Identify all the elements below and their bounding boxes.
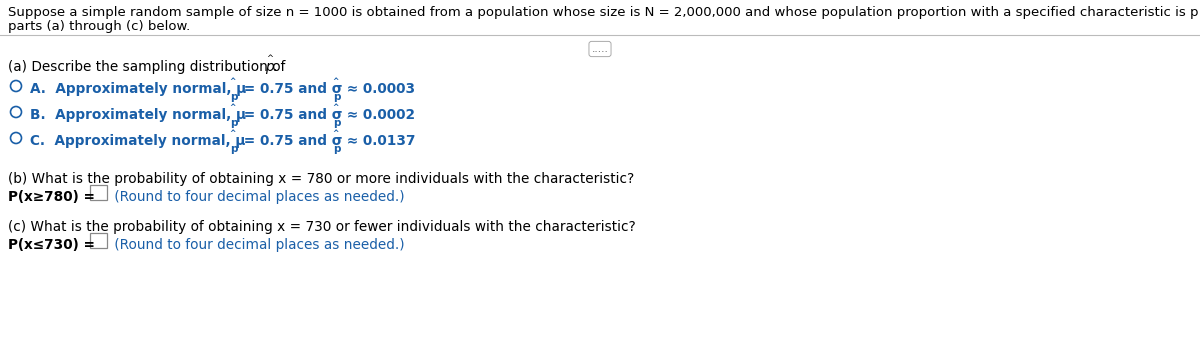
Text: p: p	[230, 118, 238, 128]
Text: = 0.75 and σ: = 0.75 and σ	[239, 82, 342, 96]
Text: (b) What is the probability of obtaining x = 780 or more individuals with the ch: (b) What is the probability of obtaining…	[8, 172, 635, 186]
Text: .: .	[274, 60, 277, 74]
Text: (Round to four decimal places as needed.): (Round to four decimal places as needed.…	[110, 190, 404, 204]
Text: p: p	[334, 92, 341, 102]
Text: ^: ^	[229, 77, 235, 86]
Text: A.  Approximately normal, μ: A. Approximately normal, μ	[30, 82, 246, 96]
Text: P(x≤730) =: P(x≤730) =	[8, 238, 95, 252]
FancyBboxPatch shape	[90, 185, 107, 199]
Text: C.  Approximately normal, μ: C. Approximately normal, μ	[30, 134, 245, 148]
Text: ^: ^	[332, 129, 338, 138]
Text: B.  Approximately normal, μ: B. Approximately normal, μ	[30, 108, 246, 122]
Text: p: p	[230, 92, 238, 102]
Text: Suppose a simple random sample of size n = 1000 is obtained from a population wh: Suppose a simple random sample of size n…	[8, 6, 1200, 19]
Text: ≈ 0.0002: ≈ 0.0002	[342, 108, 415, 122]
Text: ^: ^	[229, 129, 235, 138]
Text: (Round to four decimal places as needed.): (Round to four decimal places as needed.…	[110, 238, 404, 252]
Text: ≈ 0.0003: ≈ 0.0003	[342, 82, 415, 96]
Circle shape	[11, 132, 22, 144]
Text: ^: ^	[332, 103, 338, 112]
Circle shape	[11, 80, 22, 92]
FancyBboxPatch shape	[90, 233, 107, 247]
Text: (a) Describe the sampling distribution of: (a) Describe the sampling distribution o…	[8, 60, 289, 74]
Text: parts (a) through (c) below.: parts (a) through (c) below.	[8, 20, 191, 33]
Text: = 0.75 and σ: = 0.75 and σ	[239, 108, 342, 122]
Text: p: p	[265, 60, 274, 74]
Text: p: p	[334, 118, 341, 128]
Text: (c) What is the probability of obtaining x = 730 or fewer individuals with the c: (c) What is the probability of obtaining…	[8, 220, 636, 234]
Text: ^: ^	[332, 77, 338, 86]
Text: p: p	[230, 144, 238, 154]
Text: .....: .....	[592, 44, 608, 54]
Text: ≈ 0.0137: ≈ 0.0137	[342, 134, 415, 148]
Circle shape	[11, 106, 22, 118]
Text: ^: ^	[229, 103, 235, 112]
Text: ^: ^	[266, 54, 274, 63]
Text: P(x≥780) =: P(x≥780) =	[8, 190, 95, 204]
Text: = 0.75 and σ: = 0.75 and σ	[239, 134, 342, 148]
Text: p: p	[334, 144, 341, 154]
